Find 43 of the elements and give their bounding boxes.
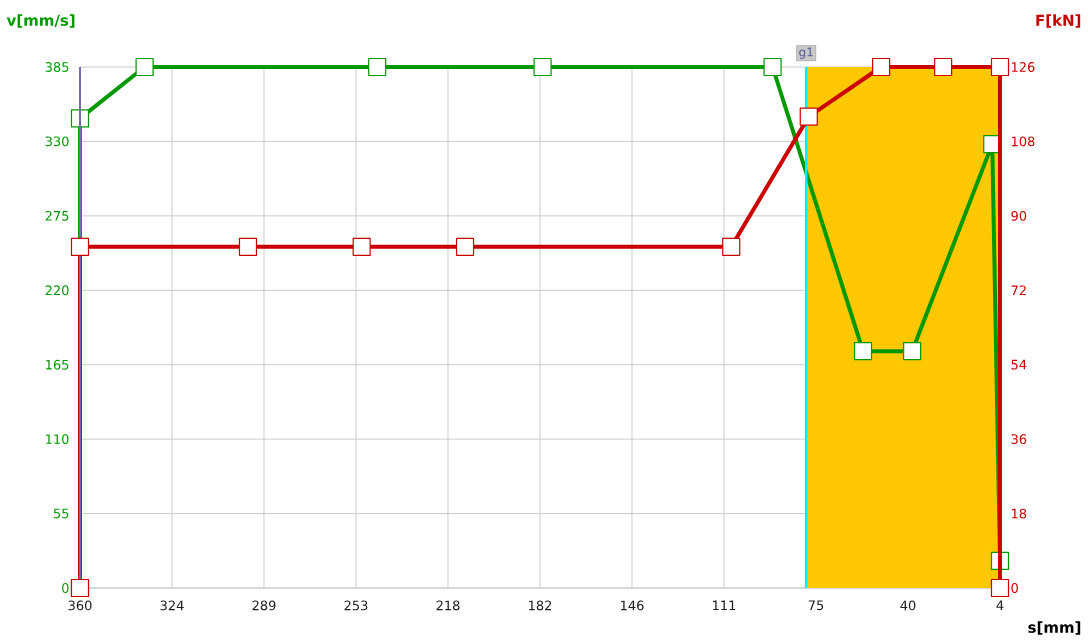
x-tick-label: 218 <box>436 600 460 611</box>
y2-tick-label: 72 <box>1011 285 1026 296</box>
x-tick-label: 4 <box>996 600 1004 611</box>
point <box>455 237 475 256</box>
y2-tick-label: 108 <box>1011 136 1035 147</box>
x-tick-label: 111 <box>713 600 736 611</box>
y-tick-label: 55 <box>53 508 69 519</box>
y-tick-label: 385 <box>45 62 69 72</box>
point <box>722 237 741 256</box>
point <box>853 342 873 361</box>
x-tick-label: 360 <box>68 600 92 611</box>
x-tick-label: 289 <box>252 600 276 611</box>
y2-tick-label: 36 <box>1011 434 1027 445</box>
y2-tick-label: 126 <box>1011 62 1035 72</box>
x-tick-label: 75 <box>808 600 824 611</box>
x-tick-label: 40 <box>900 600 916 611</box>
point <box>934 57 953 77</box>
point <box>799 107 818 126</box>
point <box>352 237 371 256</box>
y2-tick-label: 90 <box>1011 210 1027 221</box>
point <box>990 578 1010 598</box>
y2-axis-title: F[kN] <box>1036 14 1081 28</box>
y2-tick-label: 0 <box>1011 583 1018 593</box>
y2-tick-label: 18 <box>1011 508 1027 519</box>
y-tick-label: 0 <box>62 583 69 593</box>
x-tick-label: 324 <box>160 600 184 611</box>
y-tick-label: 330 <box>45 136 69 147</box>
point <box>903 342 922 361</box>
x-axis-title: s[mm] <box>1028 621 1081 635</box>
point <box>70 237 90 256</box>
y2-tick-label: 54 <box>1011 359 1027 370</box>
point <box>990 57 1010 77</box>
x-tick-label: 182 <box>529 600 552 611</box>
y-axis-title: v[mm/s] <box>6 14 75 28</box>
x-tick-label: 253 <box>344 600 368 611</box>
point <box>238 237 258 256</box>
y-tick-label: 275 <box>45 210 69 221</box>
y-tick-label: 165 <box>46 359 69 370</box>
y-tick-label: 110 <box>46 434 69 445</box>
x-tick-label: 146 <box>621 600 644 611</box>
point <box>872 57 891 77</box>
y-tick-label: 220 <box>45 285 69 296</box>
ref-line-label: g1 <box>799 47 813 59</box>
